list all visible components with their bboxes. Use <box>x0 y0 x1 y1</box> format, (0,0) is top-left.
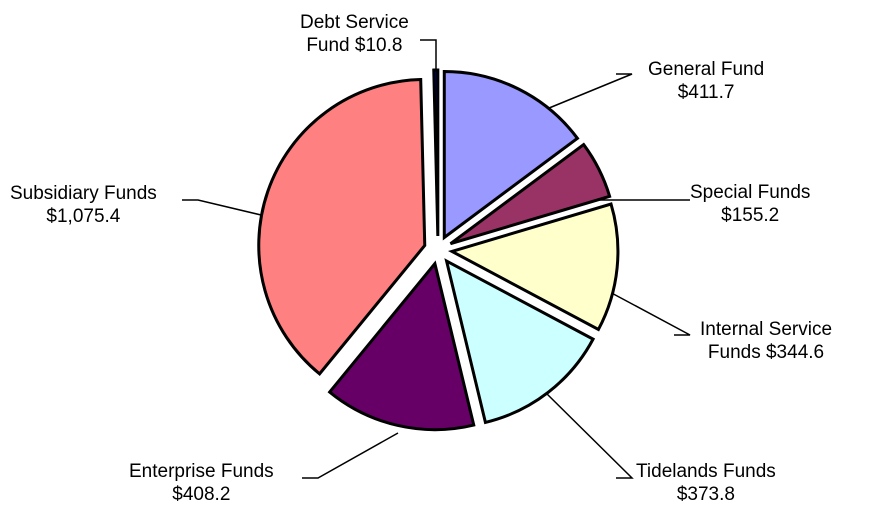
pie-slice-internal-service-funds <box>447 202 620 332</box>
pie-slice-tidelands-funds <box>444 258 596 425</box>
label-general-fund: General Fund $411.7 <box>648 59 765 103</box>
label-internal-service-funds: Internal Service Funds $344.6 <box>700 319 833 363</box>
label-subsidiary-funds: Subsidiary Funds $1,075.4 <box>10 183 157 227</box>
leader-line-general-fund <box>514 73 633 123</box>
pie-slice-debt-service-fund <box>432 68 440 237</box>
pie-slice-special-funds <box>449 142 612 246</box>
leader-line-internal-service-funds <box>605 289 691 336</box>
leader-line-enterprise-funds <box>302 432 399 479</box>
label-debt-service-fund: Debt Service Fund $10.8 <box>300 12 409 56</box>
label-tidelands-funds: Tidelands Funds $373.8 <box>636 461 776 505</box>
pie-slice-subsidiary-funds <box>257 77 427 376</box>
label-enterprise-funds: Enterprise Funds $408.2 <box>129 461 274 505</box>
leader-line-tidelands-funds <box>544 391 634 479</box>
label-special-funds: Special Funds $155.2 <box>690 182 811 226</box>
pie-slice-enterprise-funds <box>327 260 476 432</box>
pie-slice-general-fund <box>442 69 580 241</box>
leader-line-subsidiary-funds <box>182 199 283 221</box>
